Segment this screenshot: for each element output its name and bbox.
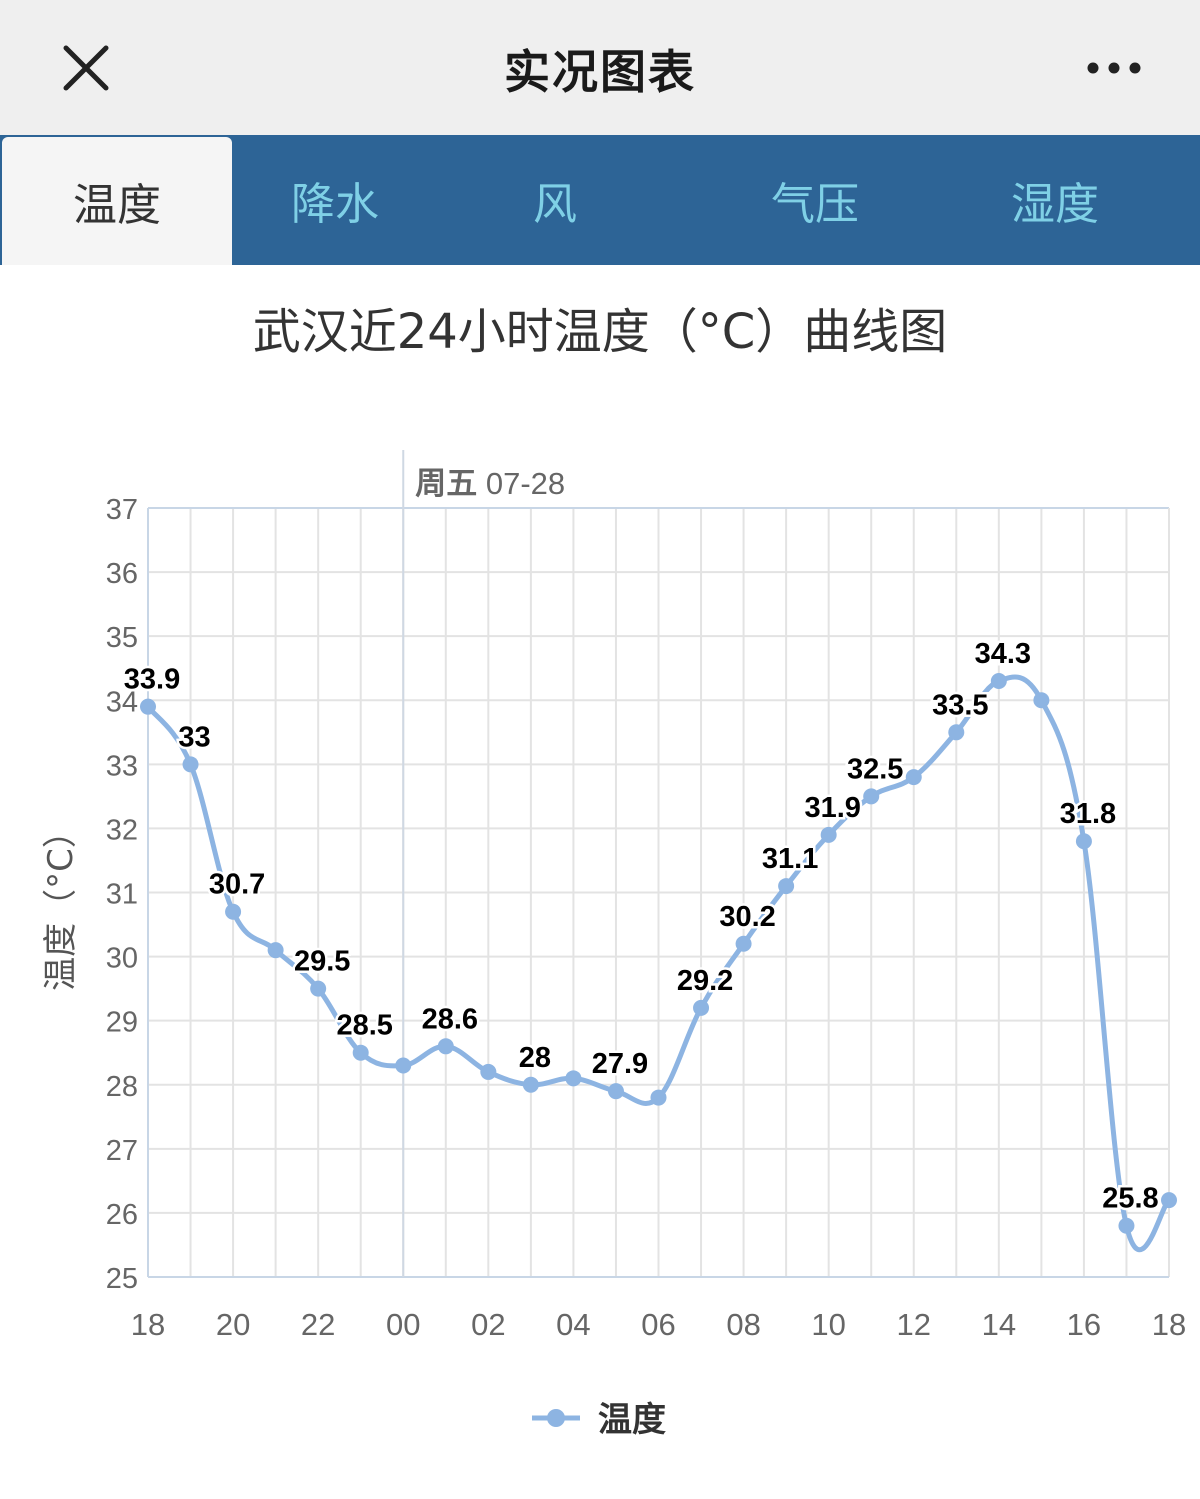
y-tick-label: 30 [106, 943, 138, 975]
day-marker-label: 周五 07-28 [415, 466, 565, 501]
tab-wind[interactable]: 风 [533, 179, 577, 230]
data-point [948, 724, 965, 741]
data-label: 28.6 [422, 1003, 478, 1035]
data-point [650, 1089, 667, 1106]
data-point [352, 1044, 369, 1061]
data-label: 28.5 [336, 1010, 392, 1042]
data-label: 27.9 [592, 1048, 648, 1080]
data-label: 31.9 [804, 792, 860, 824]
data-point [522, 1076, 539, 1093]
data-point [395, 1057, 412, 1074]
x-tick-label: 20 [216, 1307, 250, 1342]
data-point [863, 788, 880, 805]
page-title: 实况图表 [504, 45, 696, 99]
tab-humidity[interactable]: 湿度 [1011, 179, 1099, 230]
data-point [820, 826, 837, 843]
data-point [1161, 1192, 1177, 1209]
x-tick-label: 04 [556, 1307, 590, 1342]
more-horizontal-icon[interactable] [1084, 56, 1144, 80]
tab-pressure[interactable]: 气压 [771, 179, 859, 230]
data-point [140, 698, 156, 715]
data-point [1033, 692, 1050, 709]
data-point [1118, 1217, 1135, 1234]
x-tick-label: 00 [386, 1307, 420, 1342]
y-tick-label: 34 [106, 686, 138, 718]
data-label: 30.2 [719, 901, 775, 933]
data-point [990, 673, 1007, 690]
data-label: 31.8 [1060, 798, 1116, 830]
data-label: 25.8 [1102, 1183, 1158, 1215]
data-label: 33.9 [124, 664, 180, 696]
y-tick-label: 37 [106, 494, 138, 526]
y-tick-label: 25 [106, 1263, 138, 1295]
data-point [182, 756, 199, 773]
x-tick-label: 14 [982, 1307, 1016, 1342]
chart-title: 武汉近24小时温度（°C）曲线图 [252, 304, 948, 360]
x-tick-label: 12 [897, 1307, 931, 1342]
data-label: 32.5 [847, 753, 903, 785]
tab-bar: 温度 降水 风 气压 湿度 [0, 135, 1200, 265]
data-point [693, 999, 710, 1016]
y-axis-title: 温度（°C） [41, 814, 81, 991]
tab-precipitation[interactable]: 降水 [291, 179, 379, 230]
legend-marker [547, 1409, 565, 1427]
data-point [607, 1083, 624, 1100]
legend-label: 温度 [598, 1400, 666, 1440]
x-tick-label: 10 [811, 1307, 845, 1342]
y-tick-label: 27 [106, 1135, 138, 1167]
data-label: 29.2 [677, 965, 733, 997]
data-point [565, 1070, 582, 1087]
data-point [310, 980, 327, 997]
y-tick-label: 29 [106, 1007, 138, 1039]
data-point [480, 1063, 497, 1080]
y-tick-label: 35 [106, 622, 138, 654]
data-label: 33.5 [932, 689, 988, 721]
x-tick-label: 18 [1152, 1307, 1186, 1342]
close-icon[interactable] [62, 44, 110, 92]
data-point [778, 878, 795, 895]
x-tick-label: 16 [1067, 1307, 1101, 1342]
data-label: 31.1 [762, 843, 818, 875]
y-tick-label: 32 [106, 814, 138, 846]
top-bar: 实况图表 [0, 0, 1200, 135]
x-tick-label: 18 [131, 1307, 165, 1342]
x-tick-label: 02 [471, 1307, 505, 1342]
y-tick-label: 33 [106, 750, 138, 782]
temperature-line-chart: 25 26 27 28 29 30 31 32 33 34 35 36 37 周五 07-28 18 20 22… [41, 450, 1186, 1440]
y-tick-label: 36 [106, 558, 138, 590]
data-point [267, 942, 284, 959]
data-label: 34.3 [975, 638, 1031, 670]
data-label: 28 [519, 1042, 551, 1074]
data-point [905, 769, 922, 786]
data-label: 33 [178, 721, 210, 753]
data-label: 29.5 [294, 946, 350, 978]
x-tick-label: 22 [301, 1307, 335, 1342]
data-point [437, 1038, 454, 1055]
x-tick-label: 08 [726, 1307, 760, 1342]
data-point [225, 903, 242, 920]
data-label: 30.7 [209, 869, 265, 901]
data-point [735, 935, 752, 952]
x-tick-label: 06 [641, 1307, 675, 1342]
tab-temperature[interactable]: 温度 [2, 137, 232, 265]
y-tick-label: 31 [106, 879, 138, 911]
data-point [1075, 833, 1092, 850]
y-tick-label: 26 [106, 1199, 138, 1231]
y-tick-label: 28 [106, 1071, 138, 1103]
